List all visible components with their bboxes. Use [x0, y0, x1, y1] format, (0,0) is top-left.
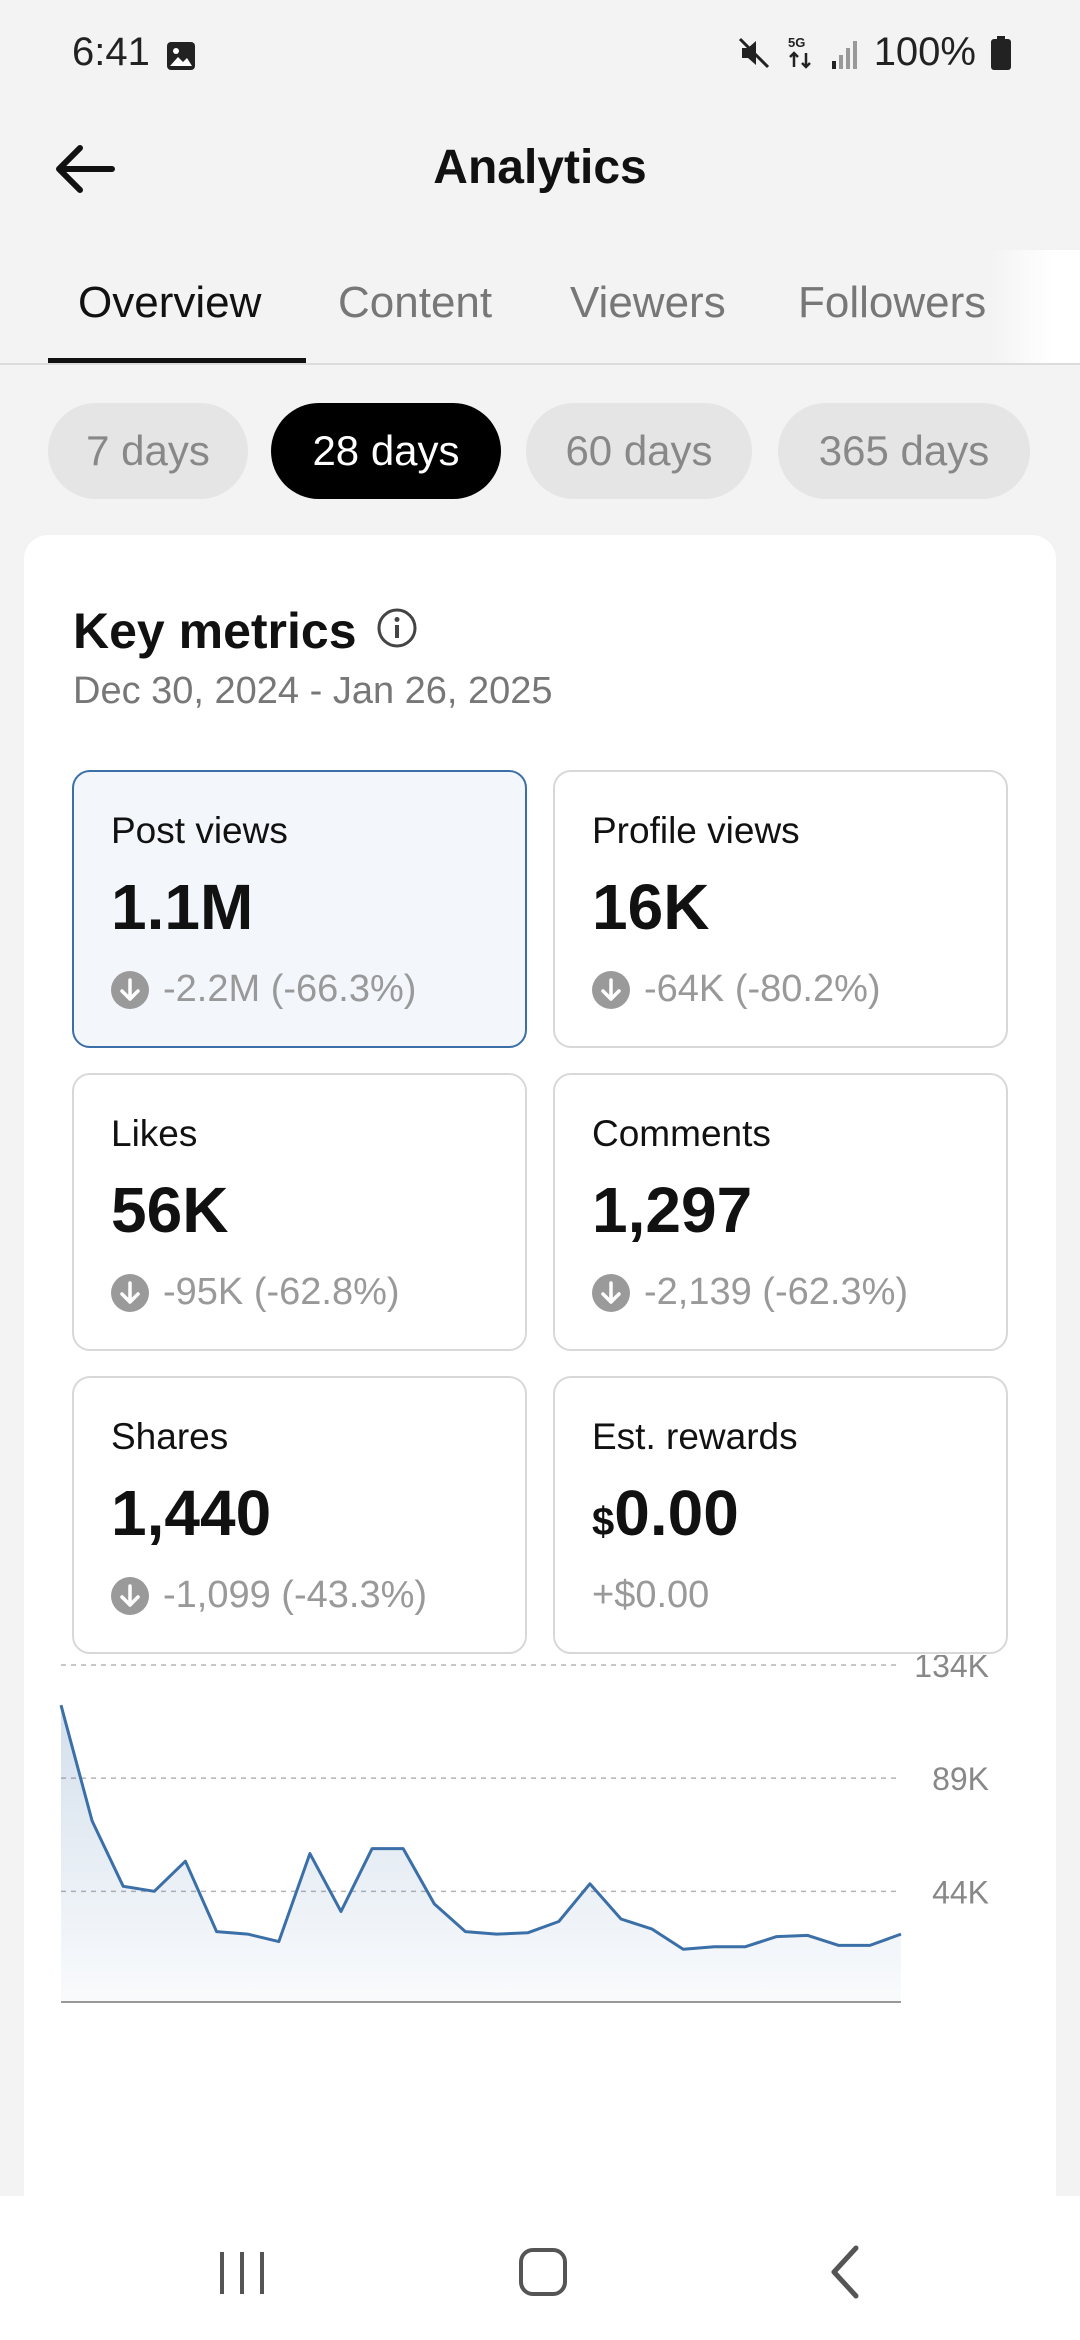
metric-change-text: -2,139 (-62.3%) — [644, 1271, 909, 1313]
active-tab-indicator — [48, 358, 306, 363]
metric-change: +$0.00 — [592, 1574, 709, 1617]
status-time: 6:41 — [72, 30, 150, 74]
metric-label: Est. rewards — [592, 1416, 798, 1457]
range-chip-28-days[interactable]: 28 days — [271, 403, 501, 499]
metric-value: $0.00 — [592, 1476, 739, 1550]
metric-change-text: -64K (-80.2%) — [644, 968, 881, 1010]
tab-followers[interactable]: Followers — [798, 278, 987, 327]
home-icon[interactable] — [503, 2232, 583, 2312]
metric-change: -2,139 (-62.3%) — [592, 1271, 908, 1314]
y-tick-label: 89K — [932, 1761, 989, 1797]
y-tick-label: 134K — [914, 1655, 989, 1684]
metric-change-text: -2.2M (-66.3%) — [163, 968, 417, 1010]
signal-icon — [831, 40, 857, 69]
range-chip-60-days[interactable]: 60 days — [526, 403, 752, 499]
metric-value: 1,440 — [111, 1477, 272, 1549]
down-arrow-icon — [592, 1273, 630, 1312]
range-chip-7-days[interactable]: 7 days — [48, 403, 248, 499]
metric-label: Comments — [592, 1113, 771, 1154]
key-metrics-card: Key metrics Dec 30, 2024 - Jan 26, 2025 … — [24, 535, 1056, 2340]
back-arrow-icon[interactable] — [50, 134, 120, 204]
trend-chart-svg: 134K 89K 44K — [59, 1655, 989, 2003]
down-arrow-icon — [111, 1273, 149, 1312]
info-icon[interactable] — [376, 607, 418, 649]
metric-label: Profile views — [592, 810, 800, 851]
metric-label: Post views — [111, 810, 288, 851]
key-metrics-title: Key metrics — [73, 603, 357, 659]
system-nav-bar — [0, 2196, 1080, 2340]
network-5g-icon: 5G — [788, 35, 811, 69]
metric-change-text: -1,099 (-43.3%) — [163, 1574, 428, 1616]
mute-icon — [738, 37, 769, 68]
tab-overview[interactable]: Overview — [78, 278, 262, 327]
metric-label: Shares — [111, 1416, 229, 1457]
metric-value: 56K — [111, 1174, 229, 1246]
status-icons: 5G 100% — [736, 30, 1012, 75]
back-nav-icon[interactable] — [806, 2232, 886, 2312]
battery-icon — [991, 35, 1011, 70]
metric-change: -1,099 (-43.3%) — [111, 1574, 427, 1617]
down-arrow-icon — [111, 1576, 149, 1615]
page-title: Analytics — [433, 141, 647, 194]
metric-change: -2.2M (-66.3%) — [111, 968, 416, 1011]
series-area — [61, 1705, 901, 2002]
trend-chart[interactable]: 134K 89K 44K — [24, 1655, 1056, 2055]
metric-value: 1,297 — [592, 1174, 753, 1246]
app-bar: Analytics — [0, 112, 1080, 232]
metric-change: -64K (-80.2%) — [592, 968, 881, 1011]
metric-value: 16K — [592, 871, 710, 943]
metric-card-est-rewards[interactable]: Est. rewards $0.00 +$0.00 — [553, 1376, 1008, 1654]
status-bar: 6:41 5G 100% — [0, 0, 1080, 112]
metric-card-shares[interactable]: Shares 1,440 -1,099 (-43.3%) — [72, 1376, 527, 1654]
date-range-text: Dec 30, 2024 - Jan 26, 2025 — [73, 670, 553, 712]
metric-card-comments[interactable]: Comments 1,297 -2,139 (-62.3%) — [553, 1073, 1008, 1351]
battery-percent: 100% — [873, 30, 976, 74]
currency-symbol: $ — [592, 1500, 615, 1544]
image-notification-icon — [167, 42, 195, 70]
metric-value: 1.1M — [111, 871, 254, 943]
metric-change-text: -95K (-62.8%) — [163, 1271, 400, 1313]
down-arrow-icon — [111, 970, 149, 1009]
tab-scroll-fade — [990, 250, 1080, 363]
y-tick-label: 44K — [932, 1874, 989, 1910]
metric-label: Likes — [111, 1113, 198, 1154]
recent-apps-icon[interactable] — [202, 2232, 282, 2312]
tab-viewers[interactable]: Viewers — [570, 278, 726, 327]
metric-card-post-views[interactable]: Post views 1.1M -2.2M (-66.3%) — [72, 770, 527, 1048]
tab-bar: Overview Content Viewers Followers L — [0, 250, 1080, 365]
metric-card-likes[interactable]: Likes 56K -95K (-62.8%) — [72, 1073, 527, 1351]
metric-change-text: +$0.00 — [592, 1574, 710, 1616]
metric-value-amount: 0.00 — [614, 1477, 739, 1549]
series-line — [59, 1704, 902, 1951]
range-chip-365-days[interactable]: 365 days — [778, 403, 1030, 499]
svg-text:5G: 5G — [788, 35, 805, 50]
date-range-selector: 7 days 28 days 60 days 365 days — [48, 403, 1080, 499]
down-arrow-icon — [592, 970, 630, 1009]
tab-content[interactable]: Content — [338, 278, 493, 327]
metric-card-profile-views[interactable]: Profile views 16K -64K (-80.2%) — [553, 770, 1008, 1048]
metric-change: -95K (-62.8%) — [111, 1271, 400, 1314]
